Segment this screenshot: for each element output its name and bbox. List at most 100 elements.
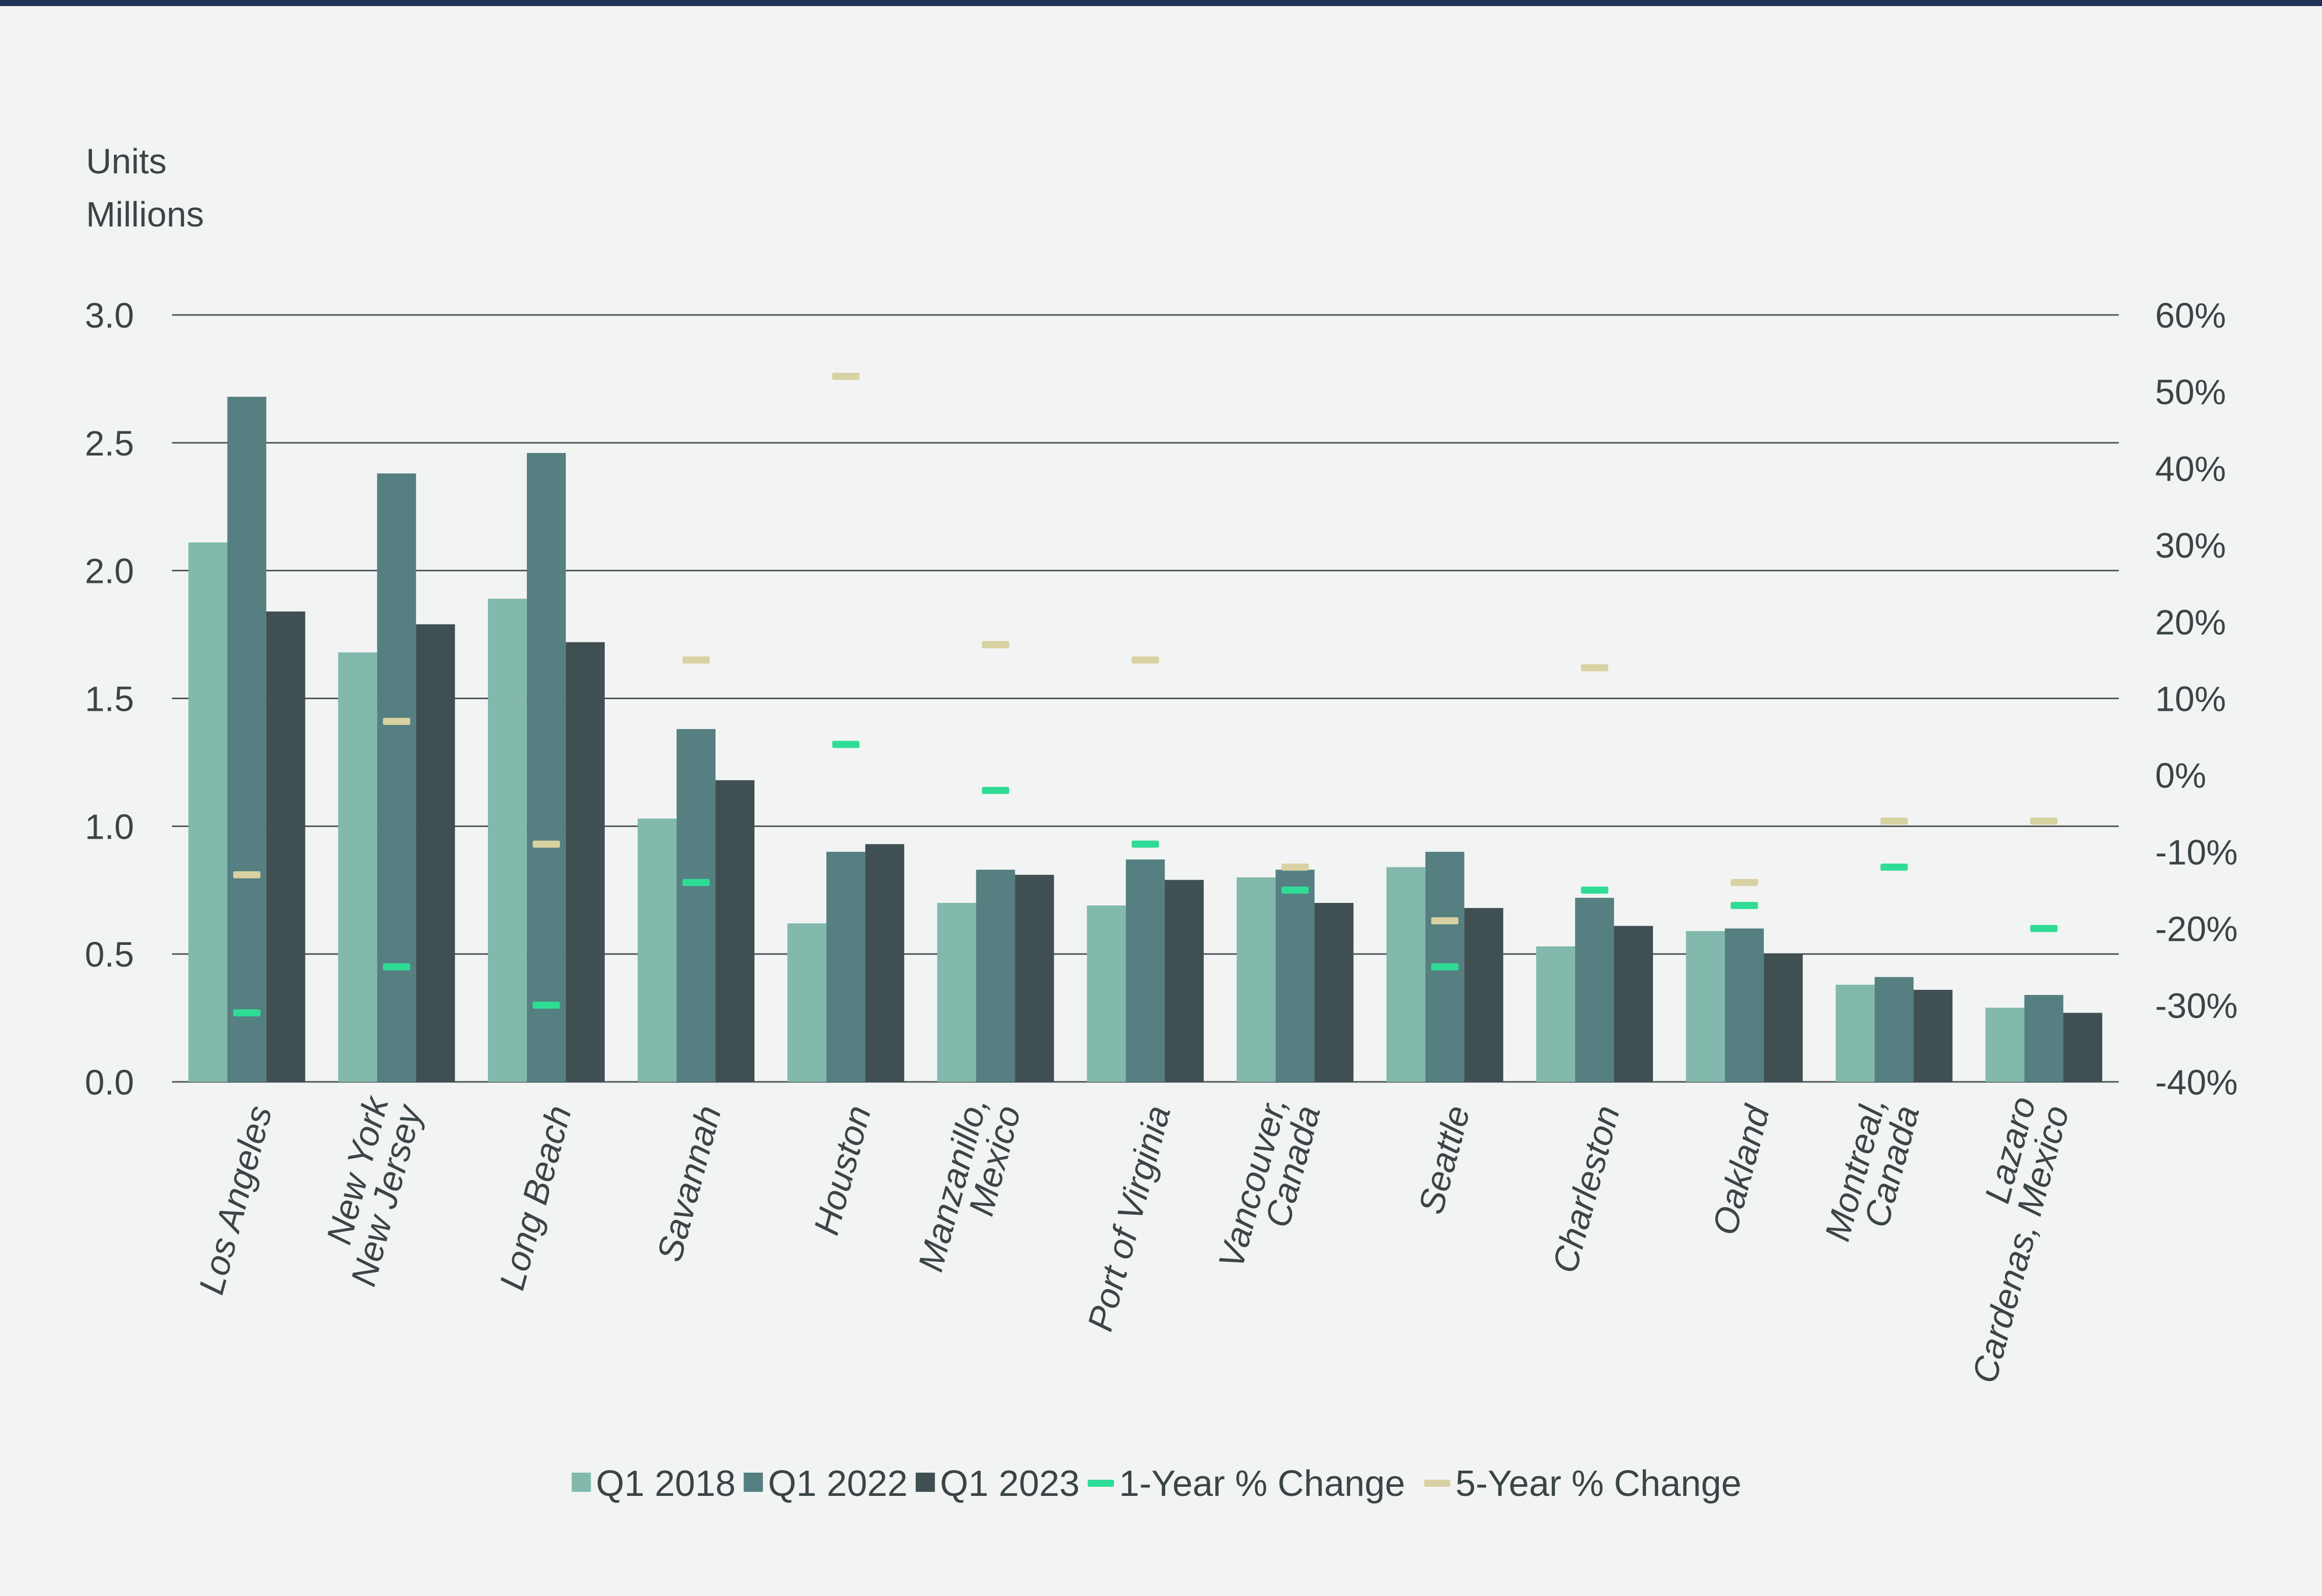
marker-5-year-change	[532, 840, 560, 848]
marker-1-year-change	[1132, 840, 1159, 848]
x-category-label: Montreal,Canada	[1817, 1092, 1927, 1245]
y-tick-label: 0.5	[85, 935, 134, 974]
x-category-label-line: Seattle	[1411, 1102, 1478, 1218]
marker-5-year-change	[682, 656, 710, 664]
marker-5-year-change	[383, 718, 411, 725]
bar-q1-2023	[716, 780, 755, 1082]
y-tick-label: 1.0	[85, 807, 134, 846]
x-category-label-line: Oakland	[1705, 1101, 1777, 1239]
y-tick-label: 2.5	[85, 424, 134, 463]
bar-q1-2022	[1275, 870, 1315, 1082]
marker-1-year-change	[1581, 886, 1609, 894]
x-category-label: Vancouver,Canada	[1211, 1092, 1328, 1272]
bar-q1-2023	[416, 624, 455, 1082]
y2-tick-label: 60%	[2155, 296, 2226, 335]
bar-q1-2023	[865, 844, 905, 1082]
legend-label-q1-2022: Q1 2022	[768, 1464, 908, 1504]
y2-tick-label: -40%	[2155, 1063, 2238, 1102]
legend-label-q1-2018: Q1 2018	[596, 1464, 736, 1504]
bar-q1-2022	[1874, 977, 1914, 1082]
y-tick-label: 2.0	[85, 552, 134, 591]
bar-q1-2023	[1015, 875, 1054, 1082]
legend-label-5-year-change: 5-Year % Change	[1455, 1464, 1742, 1504]
bar-q1-2018	[1536, 946, 1575, 1082]
bar-q1-2022	[526, 453, 566, 1082]
marker-5-year-change	[1431, 917, 1459, 925]
bar-q1-2018	[1087, 905, 1126, 1082]
bar-q1-2022	[826, 851, 866, 1082]
x-category-label: Houston	[806, 1102, 878, 1239]
marker-1-year-change	[832, 741, 860, 748]
marker-1-year-change	[1281, 886, 1309, 894]
x-category-label: Long Beach	[492, 1102, 579, 1294]
x-category-label: Los Angeles	[191, 1102, 279, 1299]
bar-q1-2023	[1165, 880, 1204, 1082]
marker-1-year-change	[2030, 925, 2058, 932]
y2-tick-label: 30%	[2155, 526, 2226, 565]
bar-q1-2018	[787, 923, 827, 1082]
y-axis-right: -40% -30% -20% -10% 0% 10% 20% 30% 40% 50% 60%	[2155, 296, 2238, 1102]
marker-5-year-change	[1880, 817, 1908, 825]
y-tick-label: 3.0	[85, 296, 134, 335]
marker-5-year-change	[1730, 879, 1758, 886]
x-category-label-line: Los Angeles	[191, 1102, 279, 1299]
x-category-label: Savannah	[649, 1102, 729, 1266]
legend-swatch-q1-2023	[915, 1473, 935, 1492]
marker-5-year-change	[233, 871, 261, 879]
marker-5-year-change	[2030, 817, 2058, 825]
marker-5-year-change	[1132, 656, 1159, 664]
bar-q1-2018	[487, 599, 527, 1082]
y-tick-label: 1.5	[85, 679, 134, 719]
bar-q1-2018	[338, 652, 377, 1082]
bar-q1-2018	[937, 903, 976, 1082]
bar-q1-2018	[1836, 984, 1875, 1082]
legend-swatch-q1-2018	[571, 1473, 591, 1492]
marker-1-year-change	[1880, 863, 1908, 871]
bar-q1-2023	[1614, 926, 1653, 1082]
bar-q1-2023	[266, 611, 305, 1082]
marker-1-year-change	[1730, 902, 1758, 909]
y2-tick-label: -30%	[2155, 986, 2238, 1025]
marker-1-year-change	[233, 1009, 261, 1017]
x-category-label-line: Port of Virginia	[1080, 1102, 1178, 1335]
y-unit-label-line2: Millions	[86, 195, 204, 234]
marker-series	[233, 373, 2058, 1017]
bar-q1-2022	[377, 473, 416, 1082]
bar-q1-2023	[1464, 908, 1503, 1082]
y2-tick-label: 50%	[2155, 373, 2226, 412]
top-rule	[0, 0, 2322, 6]
bar-q1-2022	[976, 870, 1015, 1082]
marker-5-year-change	[1581, 664, 1609, 671]
x-category-label: Port of Virginia	[1080, 1102, 1178, 1335]
y-unit-label-line1: Units	[86, 142, 166, 181]
bar-q1-2018	[638, 818, 677, 1082]
marker-1-year-change	[532, 1001, 560, 1009]
marker-5-year-change	[981, 641, 1009, 649]
x-category-label: Seattle	[1411, 1102, 1478, 1218]
y2-tick-label: 10%	[2155, 679, 2226, 719]
bar-q1-2018	[1686, 931, 1725, 1082]
legend: Q1 2018 Q1 2022 Q1 2023 1-Year % Change 5-Ye…	[571, 1464, 1742, 1504]
bar-q1-2018	[1236, 877, 1276, 1082]
bar-q1-2018	[188, 542, 228, 1082]
bar-q1-2023	[1913, 989, 1953, 1082]
bar-q1-2023	[1314, 903, 1354, 1082]
y2-tick-label: -20%	[2155, 909, 2238, 949]
y2-tick-label: 40%	[2155, 449, 2226, 488]
x-category-label: Charleston	[1545, 1102, 1627, 1277]
bar-series	[188, 396, 2103, 1082]
marker-1-year-change	[981, 787, 1009, 794]
y2-tick-label: 0%	[2155, 756, 2206, 795]
bar-q1-2022	[1126, 859, 1165, 1082]
bar-q1-2022	[227, 396, 266, 1082]
bar-q1-2022	[1725, 928, 1764, 1082]
x-category-label-line: Charleston	[1545, 1102, 1627, 1277]
bar-q1-2023	[2063, 1013, 2103, 1082]
legend-label-1-year-change: 1-Year % Change	[1119, 1464, 1405, 1504]
x-category-label-line: Savannah	[649, 1102, 729, 1266]
bar-q1-2022	[677, 729, 716, 1082]
